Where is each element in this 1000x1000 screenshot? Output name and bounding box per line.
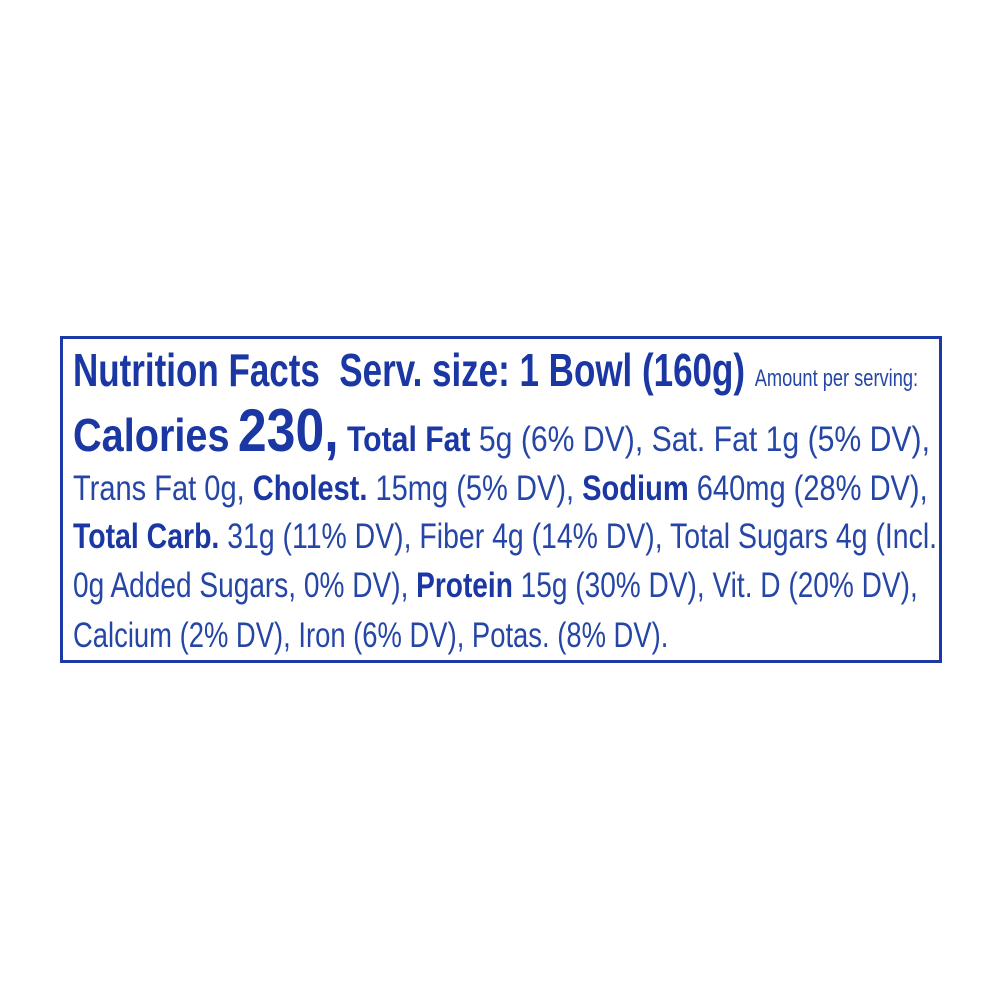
carb-label: Total Carb. xyxy=(73,517,220,556)
trans-fat: Trans Fat 0g, xyxy=(73,469,245,508)
header-line: Nutrition Facts Serv. size: 1 Bowl (160g… xyxy=(73,347,918,393)
added-sugars: 0g Added Sugars, 0% DV), xyxy=(73,566,409,605)
line-4: Total Carb. 31g (11% DV), Fiber 4g (14% … xyxy=(73,519,937,554)
calories-label: Calories xyxy=(73,409,230,461)
protein-value: 15g (30% DV), Vit. D (20% DV), xyxy=(520,566,918,605)
sodium-value: 640mg (28% DV), xyxy=(696,469,928,508)
title: Nutrition Facts xyxy=(73,344,320,396)
minerals: Calcium (2% DV), Iron (6% DV), Potas. (8… xyxy=(73,616,669,655)
line-5: 0g Added Sugars, 0% DV), Protein 15g (30… xyxy=(73,568,918,603)
total-fat-value: 5g (6% DV), Sat. Fat 1g (5% DV), xyxy=(478,420,930,459)
total-fat-label: Total Fat xyxy=(346,420,471,459)
cholest-label: Cholest. xyxy=(252,469,368,508)
calories-line: Calories 230, Total Fat 5g (6% DV), Sat.… xyxy=(73,401,930,461)
carb-value: 31g (11% DV), Fiber 4g (14% DV), Total S… xyxy=(227,517,938,556)
nutrition-facts-panel xyxy=(60,336,942,663)
line-3: Trans Fat 0g, Cholest. 15mg (5% DV), Sod… xyxy=(73,471,928,506)
serving-size: Serv. size: 1 Bowl (160g) xyxy=(339,344,746,396)
line-6: Calcium (2% DV), Iron (6% DV), Potas. (8… xyxy=(73,618,668,653)
amount-per-serving: Amount per serving: xyxy=(754,365,919,392)
cholest-value: 15mg (5% DV), xyxy=(375,469,575,508)
sodium-label: Sodium xyxy=(582,469,689,508)
protein-label: Protein xyxy=(416,566,513,605)
calories-value: 230, xyxy=(237,397,339,464)
